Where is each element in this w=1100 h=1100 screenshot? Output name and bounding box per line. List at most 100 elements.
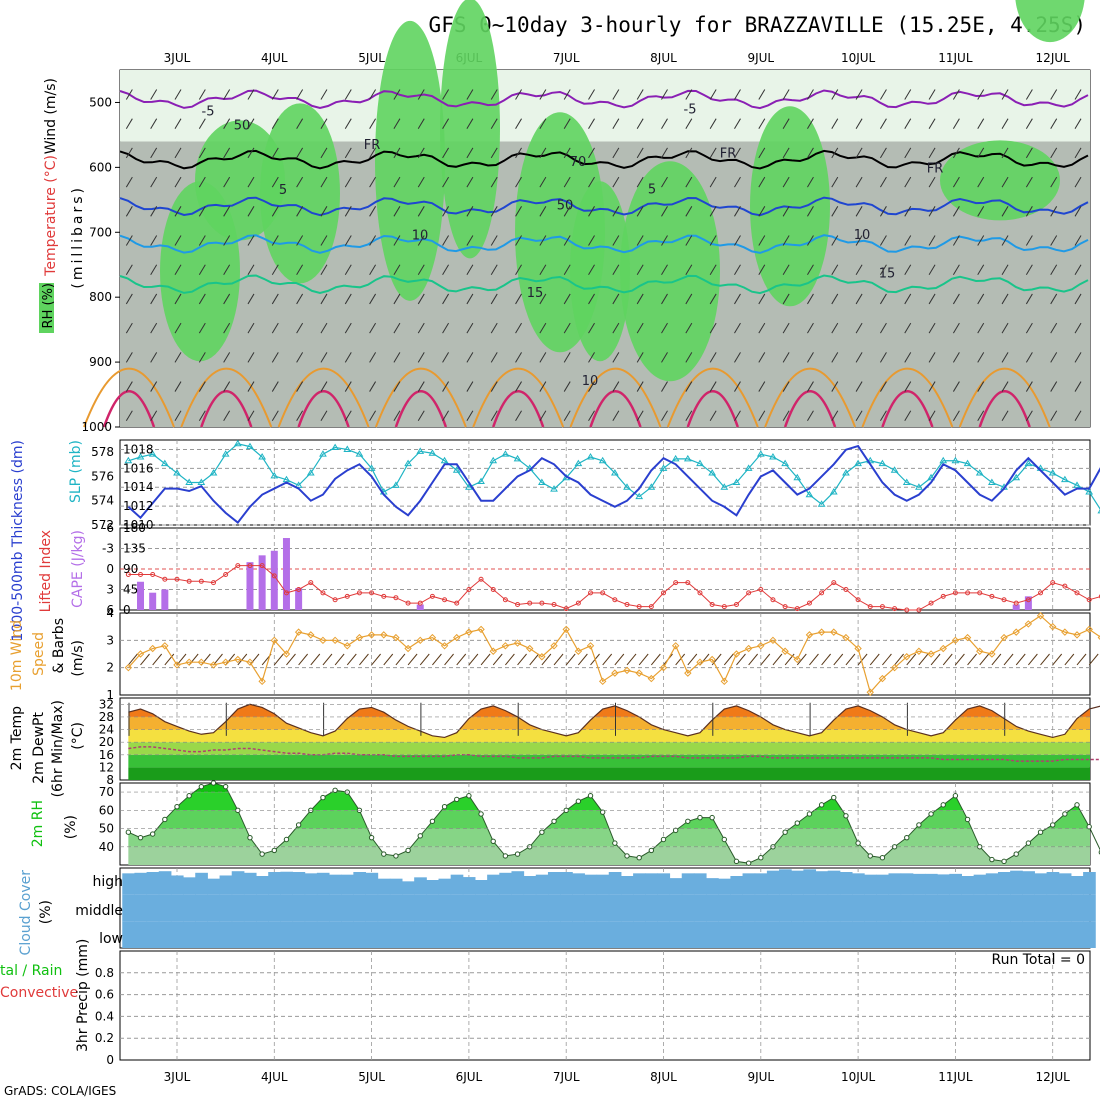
cloud-low-bar xyxy=(353,921,367,948)
wind-barb xyxy=(174,147,182,159)
rh2m-point xyxy=(320,794,326,801)
rh2m-point xyxy=(551,818,557,824)
date-label-top: 9JUL xyxy=(747,51,774,65)
wind-barb xyxy=(539,410,547,422)
wind-speed-point xyxy=(635,669,643,677)
ytick-label: 0.4 xyxy=(95,1009,114,1023)
wind-barb xyxy=(247,176,255,188)
wind-barb xyxy=(271,89,279,100)
cloud-low-bar xyxy=(426,921,439,948)
wind-barb xyxy=(1050,293,1058,305)
slp-point xyxy=(416,447,425,454)
wind-barb xyxy=(419,653,430,666)
wind-barb xyxy=(1015,653,1026,666)
wind-barb xyxy=(1064,653,1075,666)
wind-barb xyxy=(444,653,454,666)
wind-barb xyxy=(831,89,839,100)
lifted-index-point xyxy=(320,590,326,596)
lifted-index-point xyxy=(697,590,703,596)
wind-barb xyxy=(393,89,401,100)
wind-barb xyxy=(515,147,522,159)
cloud-low-bar xyxy=(693,921,707,948)
wind-barb xyxy=(247,264,255,275)
wind-barb xyxy=(223,293,231,305)
wind-barb xyxy=(831,264,839,275)
rh2m-point xyxy=(295,822,302,828)
wind-speed-point xyxy=(124,663,133,672)
cloud-middle-bar xyxy=(158,894,172,922)
rh2m-point xyxy=(758,855,764,861)
wind-barb xyxy=(466,352,474,363)
isotherm-line xyxy=(119,196,1089,217)
slp-point xyxy=(829,487,838,495)
slp-point xyxy=(440,456,449,464)
wind-speed-point xyxy=(1048,622,1057,631)
wind-barb xyxy=(758,176,766,188)
wind-speed-point xyxy=(732,650,741,658)
lifted-index-point xyxy=(344,593,350,599)
lifted-index-point xyxy=(125,571,131,577)
wind-barb xyxy=(1050,381,1058,392)
wind-barb xyxy=(782,381,790,392)
slp-point xyxy=(975,469,984,476)
p8-frame xyxy=(119,950,1091,1061)
wind-barb xyxy=(879,89,887,100)
cloud-middle-bar xyxy=(547,894,561,922)
wind-barb xyxy=(855,206,863,217)
wind-barb xyxy=(734,118,741,129)
wind-speed-point xyxy=(744,644,753,653)
contour-label: -5 xyxy=(202,104,215,119)
cloud-high-bar xyxy=(535,874,549,895)
cloud-middle-bar xyxy=(864,894,877,922)
wind-speed-point xyxy=(1036,612,1045,620)
slp-point xyxy=(878,459,887,467)
lifted-index-point xyxy=(709,602,715,608)
ytick-label-left: 574 xyxy=(91,494,114,508)
wind-barb xyxy=(223,352,231,363)
wind-barb xyxy=(796,653,807,666)
wind-barb xyxy=(320,352,328,363)
cloud-middle-bar xyxy=(1046,894,1060,922)
panel4-axis-labels: 10m Wind Speed & Barbs (m/s) xyxy=(9,618,86,691)
isotherm-25-arch xyxy=(200,390,253,428)
cloud-low-bar xyxy=(304,921,318,948)
wind-barb xyxy=(539,176,547,188)
wind-barb xyxy=(174,176,182,188)
ytick-label: 900 xyxy=(89,355,112,369)
slp-point xyxy=(927,473,935,481)
wind-barb xyxy=(807,322,814,334)
wind-barb xyxy=(636,147,644,159)
isotherm-20-arch xyxy=(180,367,273,428)
wind-barb xyxy=(685,147,693,159)
wind-barb xyxy=(490,410,498,422)
cloud-middle-bar xyxy=(876,894,890,922)
date-label-bottom: 7JUL xyxy=(553,1070,580,1084)
wind-barb xyxy=(393,176,401,188)
wind-barb xyxy=(831,381,839,392)
wind-barb xyxy=(1027,653,1038,666)
cloud-middle-bar xyxy=(402,894,415,922)
cloud-high-bar xyxy=(864,874,877,895)
wind-barb xyxy=(417,381,425,392)
cloud-low-bar xyxy=(231,921,245,948)
wind-barb xyxy=(807,293,814,305)
panel8-axis-labels: tal / Rain Convective 3hr Precip (mm) Ru… xyxy=(0,939,1085,1052)
wind-barb xyxy=(247,322,255,334)
wind-barb xyxy=(539,322,547,334)
rh2m-point xyxy=(794,820,800,826)
wind-barb xyxy=(539,352,547,363)
panel3-lifted-label: Lifted Index xyxy=(38,530,54,612)
wind-barb xyxy=(807,176,814,188)
ytick-label: 0 xyxy=(106,1053,114,1067)
wind-barb xyxy=(977,410,985,422)
cloud-low-bar xyxy=(803,921,817,948)
wind-barb xyxy=(125,293,133,305)
wind-speed-line xyxy=(127,614,1100,694)
wind-barb xyxy=(612,410,620,422)
wind-speed-point xyxy=(830,628,838,636)
wind-barb xyxy=(782,176,790,188)
cloud-low-bar xyxy=(402,921,415,948)
rh2m-point xyxy=(381,851,387,857)
wind-barb xyxy=(734,293,741,305)
